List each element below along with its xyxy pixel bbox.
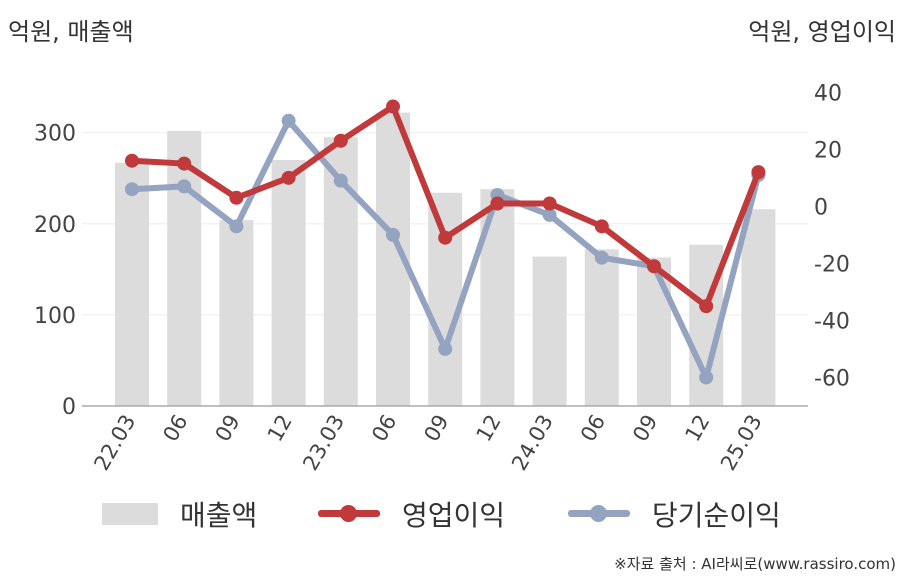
net-income-point bbox=[594, 250, 609, 265]
left-y-tick-label: 200 bbox=[34, 213, 76, 238]
revenue-bar bbox=[219, 220, 254, 406]
net-income-point bbox=[542, 207, 557, 222]
net-income-point bbox=[333, 173, 348, 188]
left-y-tick-label: 0 bbox=[62, 395, 76, 420]
operating-profit-point bbox=[438, 230, 453, 245]
net-income-point bbox=[281, 113, 296, 128]
right-y-tick-label: 40 bbox=[814, 81, 842, 106]
operating-profit-point bbox=[542, 196, 557, 211]
legend-swatch-revenue bbox=[102, 503, 158, 525]
x-tick-label: 12 bbox=[680, 411, 714, 446]
x-tick-label: 12 bbox=[263, 411, 297, 446]
operating-profit-point bbox=[751, 165, 766, 180]
operating-profit-point bbox=[699, 299, 714, 314]
operating-profit-point bbox=[125, 153, 139, 168]
operating-profit-point bbox=[229, 190, 244, 205]
right-y-tick-label: 0 bbox=[814, 195, 828, 220]
x-tick-label: 09 bbox=[211, 411, 245, 446]
x-tick-label: 25.03 bbox=[716, 411, 767, 475]
legend-item-revenue: 매출액 bbox=[102, 492, 257, 536]
operating-profit-point bbox=[490, 196, 505, 211]
right-y-tick-label: -40 bbox=[814, 309, 850, 334]
x-tick-label: 06 bbox=[158, 411, 192, 446]
legend-label-revenue: 매출액 bbox=[180, 499, 258, 532]
net-income-point bbox=[177, 179, 192, 194]
legend-swatch-net-income bbox=[568, 503, 630, 525]
left-y-ticks: 0 100 200 300 bbox=[34, 122, 76, 420]
x-tick-label: 09 bbox=[628, 411, 662, 446]
operating-profit-point bbox=[333, 133, 348, 148]
revenue-bar bbox=[428, 192, 463, 406]
revenue-bar bbox=[532, 256, 567, 406]
operating-profit-point bbox=[281, 170, 296, 185]
revenue-bar bbox=[271, 160, 306, 406]
x-tick-label: 06 bbox=[367, 411, 401, 446]
operating-profit-point bbox=[594, 219, 609, 234]
legend-label-operating-profit: 영업이익 bbox=[402, 499, 506, 532]
revenue-bar bbox=[741, 209, 776, 406]
left-y-tick-label: 100 bbox=[34, 304, 76, 329]
net-income-point bbox=[386, 227, 400, 242]
net-income-point bbox=[229, 219, 244, 234]
operating-profit-point bbox=[177, 156, 192, 171]
x-tick-label: 06 bbox=[576, 411, 610, 446]
source-note: ※자료 출처 : AI라씨로(www.rassiro.com) bbox=[614, 555, 896, 573]
right-y-tick-label: -20 bbox=[814, 252, 850, 277]
revenue-bar bbox=[637, 257, 671, 406]
revenue-bar bbox=[115, 162, 149, 406]
net-income-point bbox=[699, 370, 714, 385]
revenue-bar bbox=[167, 130, 202, 406]
profit-lines bbox=[125, 99, 766, 385]
revenue-bar bbox=[584, 249, 619, 406]
legend: 매출액 영업이익 당기순이익 bbox=[0, 492, 908, 536]
operating-profit-point bbox=[647, 259, 661, 274]
revenue-bars bbox=[115, 112, 776, 406]
left-y-tick-label: 300 bbox=[34, 122, 76, 147]
legend-label-net-income: 당기순이익 bbox=[652, 499, 781, 532]
x-tick-label: 09 bbox=[419, 411, 453, 446]
x-tick-label: 12 bbox=[472, 411, 506, 446]
x-tick-label: 23.03 bbox=[298, 411, 349, 475]
operating-profit-point bbox=[386, 99, 400, 114]
right-y-tick-label: -60 bbox=[814, 366, 850, 391]
x-tick-label: 22.03 bbox=[89, 411, 140, 475]
legend-item-operating-profit: 영업이익 bbox=[318, 492, 505, 536]
legend-swatch-operating-profit bbox=[318, 503, 380, 525]
right-axis-unit: 억원, 영업이익 bbox=[748, 18, 896, 46]
right-y-ticks: -60 -40 -20 0 20 40 bbox=[814, 81, 850, 391]
net-income-point bbox=[438, 341, 453, 356]
right-y-tick-label: 20 bbox=[814, 138, 842, 163]
legend-item-net-income: 당기순이익 bbox=[568, 492, 781, 536]
left-axis-unit: 억원, 매출액 bbox=[8, 18, 134, 46]
net-income-point bbox=[125, 182, 139, 197]
x-ticks: 22.03 06 09 12 23.03 06 09 12 24.03 06 09 12 25.03 bbox=[89, 411, 766, 475]
x-tick-label: 24.03 bbox=[507, 411, 558, 475]
